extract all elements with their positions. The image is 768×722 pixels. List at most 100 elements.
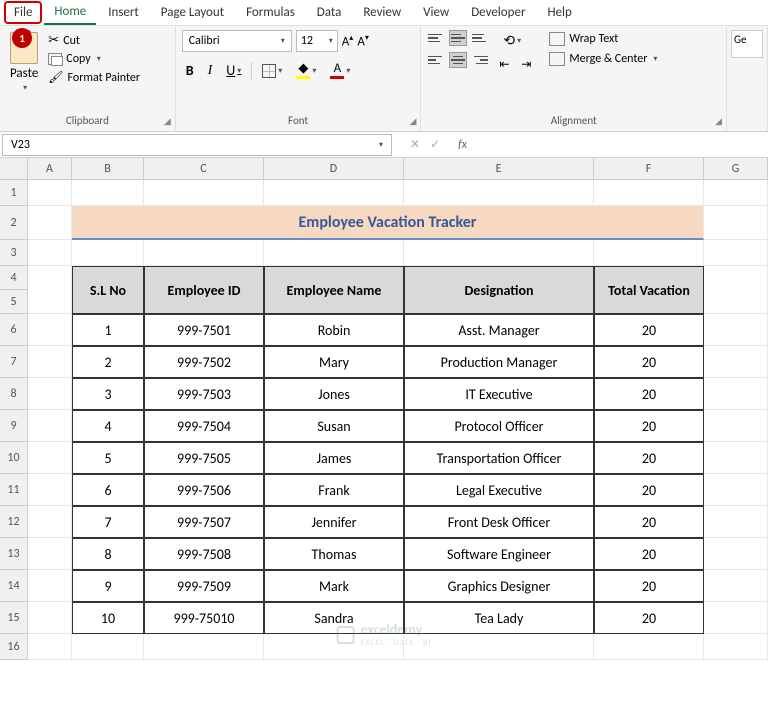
cell-empname[interactable]: Sandra	[264, 602, 404, 634]
cell[interactable]	[28, 378, 72, 410]
cell-empname[interactable]: Jennifer	[264, 506, 404, 538]
cell-slno[interactable]: 9	[72, 570, 144, 602]
th-designation[interactable]: Designation	[404, 266, 594, 314]
cell[interactable]	[704, 206, 768, 240]
cell[interactable]	[28, 410, 72, 442]
row-header-16[interactable]: 16	[0, 634, 28, 660]
cell-designation[interactable]: IT Executive	[404, 378, 594, 410]
tab-view[interactable]: View	[413, 1, 459, 24]
th-empid[interactable]: Employee ID	[144, 266, 264, 314]
cell[interactable]	[704, 602, 768, 634]
cell[interactable]	[704, 240, 768, 266]
italic-button[interactable]: I	[204, 61, 217, 81]
row-header-13[interactable]: 13	[0, 538, 28, 570]
col-header-B[interactable]: B	[72, 158, 144, 179]
cell-empid[interactable]: 999-7504	[144, 410, 264, 442]
col-header-C[interactable]: C	[144, 158, 264, 179]
row-header-2[interactable]: 2	[0, 206, 28, 240]
cell-designation[interactable]: Production Manager	[404, 346, 594, 378]
align-left-button[interactable]	[427, 52, 445, 68]
col-header-D[interactable]: D	[264, 158, 404, 179]
title-banner[interactable]: Employee Vacation Tracker	[72, 206, 704, 240]
confirm-formula-icon[interactable]: ✓	[430, 137, 440, 152]
cell[interactable]	[28, 634, 72, 660]
cell-empid[interactable]: 999-7507	[144, 506, 264, 538]
cell[interactable]	[72, 634, 144, 660]
cell[interactable]	[28, 602, 72, 634]
borders-button[interactable]: ▾	[258, 62, 286, 80]
bold-button[interactable]: B	[182, 60, 198, 81]
cell-slno[interactable]: 4	[72, 410, 144, 442]
cell[interactable]	[28, 506, 72, 538]
align-center-button[interactable]	[449, 52, 467, 68]
cell-empname[interactable]: Thomas	[264, 538, 404, 570]
col-header-A[interactable]: A	[28, 158, 72, 179]
cell[interactable]	[594, 634, 704, 660]
tab-review[interactable]: Review	[353, 1, 411, 24]
cell[interactable]	[594, 240, 704, 266]
col-header-G[interactable]: G	[704, 158, 768, 179]
tab-developer[interactable]: Developer	[461, 1, 535, 24]
cell[interactable]	[28, 240, 72, 266]
th-empname[interactable]: Employee Name	[264, 266, 404, 314]
row-header-7[interactable]: 7	[0, 346, 28, 378]
cell[interactable]	[264, 180, 404, 206]
cell-designation[interactable]: Software Engineer	[404, 538, 594, 570]
row-header-3[interactable]: 3	[0, 240, 28, 266]
cell-designation[interactable]: Front Desk Officer	[404, 506, 594, 538]
tab-home[interactable]: Home	[44, 0, 96, 25]
col-header-E[interactable]: E	[404, 158, 594, 179]
cancel-formula-icon[interactable]: ✕	[410, 137, 420, 152]
cell-empid[interactable]: 999-7505	[144, 442, 264, 474]
cell[interactable]	[404, 180, 594, 206]
fill-color-button[interactable]: ◆ ▾	[292, 60, 320, 81]
cell-empid[interactable]: 999-7501	[144, 314, 264, 346]
cell-designation[interactable]: Asst. Manager	[404, 314, 594, 346]
cell[interactable]	[144, 180, 264, 206]
dialog-launcher-icon[interactable]: ◢	[715, 116, 722, 127]
row-header-8[interactable]: 8	[0, 378, 28, 410]
cell-slno[interactable]: 1	[72, 314, 144, 346]
row-header-5[interactable]: 5	[0, 290, 28, 314]
font-name-select[interactable]: Calibri ▾	[182, 30, 292, 52]
cell-total[interactable]: 20	[594, 410, 704, 442]
col-header-F[interactable]: F	[594, 158, 704, 179]
tab-help[interactable]: Help	[537, 1, 581, 24]
row-header-12[interactable]: 12	[0, 506, 28, 538]
cell[interactable]	[594, 180, 704, 206]
cell-total[interactable]: 20	[594, 378, 704, 410]
number-format-select[interactable]: Ge	[731, 30, 763, 58]
cell[interactable]	[404, 634, 594, 660]
cell-empname[interactable]: Jones	[264, 378, 404, 410]
cell-empname[interactable]: Mark	[264, 570, 404, 602]
align-middle-button[interactable]	[449, 30, 467, 46]
cell[interactable]	[28, 314, 72, 346]
cell-designation[interactable]: Graphics Designer	[404, 570, 594, 602]
cell[interactable]	[704, 538, 768, 570]
cell-empname[interactable]: James	[264, 442, 404, 474]
cell-empid[interactable]: 999-7506	[144, 474, 264, 506]
align-top-button[interactable]	[427, 30, 445, 46]
th-slno[interactable]: S.L No	[72, 266, 144, 314]
cell[interactable]	[28, 206, 72, 240]
cell[interactable]	[404, 240, 594, 266]
font-color-button[interactable]: A ▾	[326, 60, 354, 81]
cell[interactable]	[704, 346, 768, 378]
dialog-launcher-icon[interactable]: ◢	[410, 116, 417, 127]
cell[interactable]	[704, 634, 768, 660]
row-header-4[interactable]: 4	[0, 266, 28, 290]
cell-slno[interactable]: 2	[72, 346, 144, 378]
tab-file[interactable]: File	[4, 1, 42, 24]
orientation-button[interactable]: ⟲▾	[499, 30, 525, 51]
th-total[interactable]: Total Vacation	[594, 266, 704, 314]
cell-slno[interactable]: 7	[72, 506, 144, 538]
cell-empid[interactable]: 999-7509	[144, 570, 264, 602]
cell[interactable]	[72, 180, 144, 206]
cell[interactable]	[704, 314, 768, 346]
cell[interactable]	[28, 570, 72, 602]
cell-total[interactable]: 20	[594, 314, 704, 346]
row-header-11[interactable]: 11	[0, 474, 28, 506]
cell-designation[interactable]: Transportation Officer	[404, 442, 594, 474]
cell[interactable]	[704, 180, 768, 206]
tab-data[interactable]: Data	[307, 1, 352, 24]
